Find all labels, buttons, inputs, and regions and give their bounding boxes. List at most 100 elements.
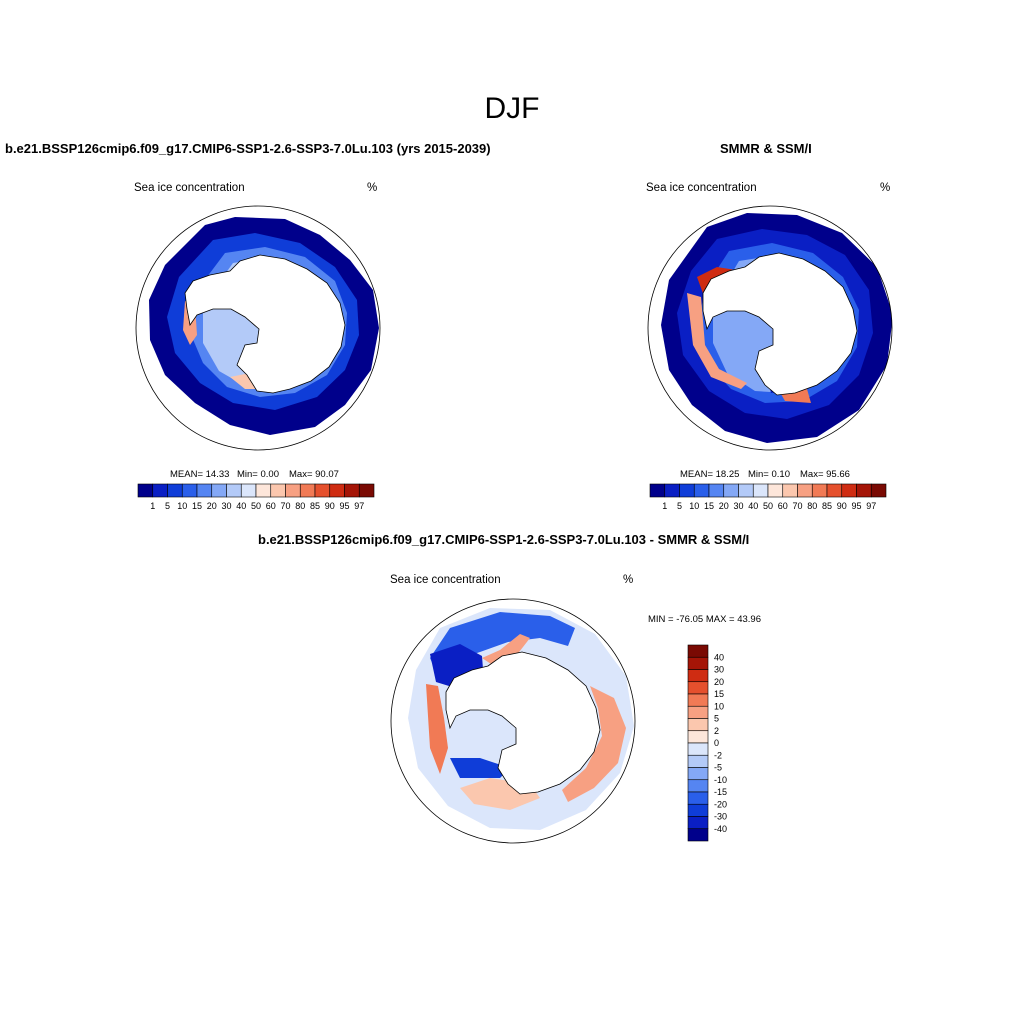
panel2-colorbar-box — [782, 483, 798, 498]
panel3-colorbar-label: -10 — [714, 775, 727, 785]
panel1-colorbar-box — [137, 483, 154, 498]
panel3-units: % — [623, 574, 634, 586]
panel2-map — [647, 205, 893, 451]
panel2-colorbar-box — [767, 483, 784, 498]
panel3-colorbar-label: -20 — [714, 799, 727, 809]
panel3-colorbar-label: 40 — [714, 652, 724, 662]
panel1-max: Max= 90.07 — [289, 469, 339, 480]
panel1-colorbar-box — [196, 483, 213, 498]
panel3-colorbar-label: 10 — [714, 701, 724, 711]
panel3-colorbar-box — [687, 644, 709, 658]
panel3-colorbar-box — [687, 693, 709, 707]
panel1-colorbar-box — [358, 483, 375, 498]
panel3-colorbar-box — [687, 803, 709, 817]
season-title: DJF — [484, 92, 540, 125]
panel1-colorbar-label: 5 — [165, 501, 170, 511]
panel2-colorbar-box — [752, 483, 769, 498]
panel1-min: Min= 0.00 — [237, 469, 279, 480]
panel3-colorbar-box — [687, 816, 709, 830]
panel2-max: Max= 95.66 — [800, 469, 850, 480]
panel2-colorbar-label: 10 — [689, 501, 699, 511]
panel1-colorbar-box — [299, 483, 316, 498]
panel1-colorbar-box — [240, 483, 257, 498]
panel1-units: % — [367, 182, 378, 194]
panel2-variable: Sea ice concentration — [646, 182, 757, 194]
panel2-units: % — [880, 182, 891, 194]
panel2-colorbar-box — [856, 483, 872, 498]
panel1-variable: Sea ice concentration — [134, 182, 245, 194]
panel2-colorbar-box — [738, 483, 754, 498]
panel1-colorbar-box — [255, 483, 272, 498]
panel2-colorbar-box — [723, 483, 739, 498]
panel3-colorbar-label: 0 — [714, 738, 719, 748]
panel3-variable: Sea ice concentration — [390, 574, 501, 586]
panel2-colorbar-box — [811, 483, 828, 498]
panel1-colorbar-label: 15 — [192, 501, 202, 511]
panel3-neg-outer — [430, 612, 575, 672]
panel2-warm-patch-peninsula — [687, 293, 747, 389]
panel2-colorbar-box — [826, 483, 843, 498]
panel2-colorbar-box — [649, 483, 666, 498]
panel3-colorbar-box — [687, 730, 709, 744]
panel3-colorbar-label: 5 — [714, 714, 719, 724]
panel2-colorbar-label: 15 — [704, 501, 714, 511]
panel3-colorbar-label: -5 — [714, 763, 722, 773]
panel1-colorbar-box — [285, 483, 301, 498]
panel1-colorbar-label: 60 — [266, 501, 276, 511]
panel1-colorbar-box — [152, 483, 168, 498]
panel1-colorbar-box — [167, 483, 183, 498]
panel2-colorbar-label: 1 — [662, 501, 667, 511]
panel2-colorbar: 1 5 10 15 20 30 40 50 60 70 80 85 90 95 97 — [649, 483, 887, 511]
panel1-colorbar-box — [270, 483, 286, 498]
panel2-colorbar-label: 90 — [837, 501, 847, 511]
panel1-colorbar-label: 97 — [354, 501, 364, 511]
panel2-colorbar-label: 50 — [763, 501, 773, 511]
panel3-colorbar-label: -40 — [714, 824, 727, 834]
panel2-min: Min= 0.10 — [748, 469, 790, 480]
panel3-map — [390, 598, 636, 844]
panel1-mean: MEAN= 14.33 — [170, 469, 230, 480]
panel2-antarctica — [702, 252, 858, 396]
panel2-colorbar-label: 20 — [719, 501, 729, 511]
panel1-map — [135, 205, 381, 451]
panel2-colorbar-box — [797, 483, 813, 498]
panel3-neg-ross — [450, 758, 510, 778]
panel3-colorbar-box — [687, 681, 709, 695]
panel2-colorbar-label: 95 — [851, 501, 861, 511]
panel3-colorbar-label: -2 — [714, 750, 722, 760]
panel3-title: b.e21.BSSP126cmip6.f09_g17.CMIP6-SSP1-2.… — [258, 532, 750, 547]
panel1-colorbar-box — [344, 483, 360, 498]
panel2-colorbar-label: 80 — [807, 501, 817, 511]
panel3-colorbar-box — [687, 718, 709, 732]
panel1-colorbar-label: 80 — [295, 501, 305, 511]
panel3-colorbar-label: 30 — [714, 665, 724, 675]
panel3-colorbar-box — [687, 656, 709, 670]
panel3-colorbar-box — [687, 828, 709, 842]
panel3-colorbar-box — [687, 669, 709, 683]
panel1-colorbar-box — [181, 483, 198, 498]
panel1-colorbar-label: 90 — [325, 501, 335, 511]
panel3-colorbar-label: -15 — [714, 787, 727, 797]
panel2-colorbar-label: 40 — [748, 501, 758, 511]
panel2-mean: MEAN= 18.25 — [680, 469, 740, 480]
panel1-colorbar-box — [226, 483, 242, 498]
panel3-pos-east — [562, 686, 626, 802]
panel2-colorbar-label: 60 — [778, 501, 788, 511]
panel1-colorbar-label: 70 — [280, 501, 290, 511]
panel1-colorbar-label: 85 — [310, 501, 320, 511]
panel3-colorbar-label: -30 — [714, 812, 727, 822]
panel3-antarctica — [445, 651, 601, 795]
panel1-colorbar-label: 40 — [236, 501, 246, 511]
panel1-colorbar-label: 95 — [339, 501, 349, 511]
panel2-colorbar-label: 85 — [822, 501, 832, 511]
panel2-colorbar-box — [693, 483, 710, 498]
panel2-colorbar-label: 70 — [792, 501, 802, 511]
panel2-title: SMMR & SSM/I — [720, 141, 812, 156]
panel3-colorbar-box — [687, 767, 709, 781]
panel2-colorbar-box — [841, 483, 857, 498]
panel1-colorbar-label: 10 — [177, 501, 187, 511]
panel3-pos-north-arc — [482, 634, 530, 666]
panel2-colorbar-box — [870, 483, 887, 498]
panel2-colorbar-box — [708, 483, 725, 498]
panel1-colorbar-box — [211, 483, 227, 498]
